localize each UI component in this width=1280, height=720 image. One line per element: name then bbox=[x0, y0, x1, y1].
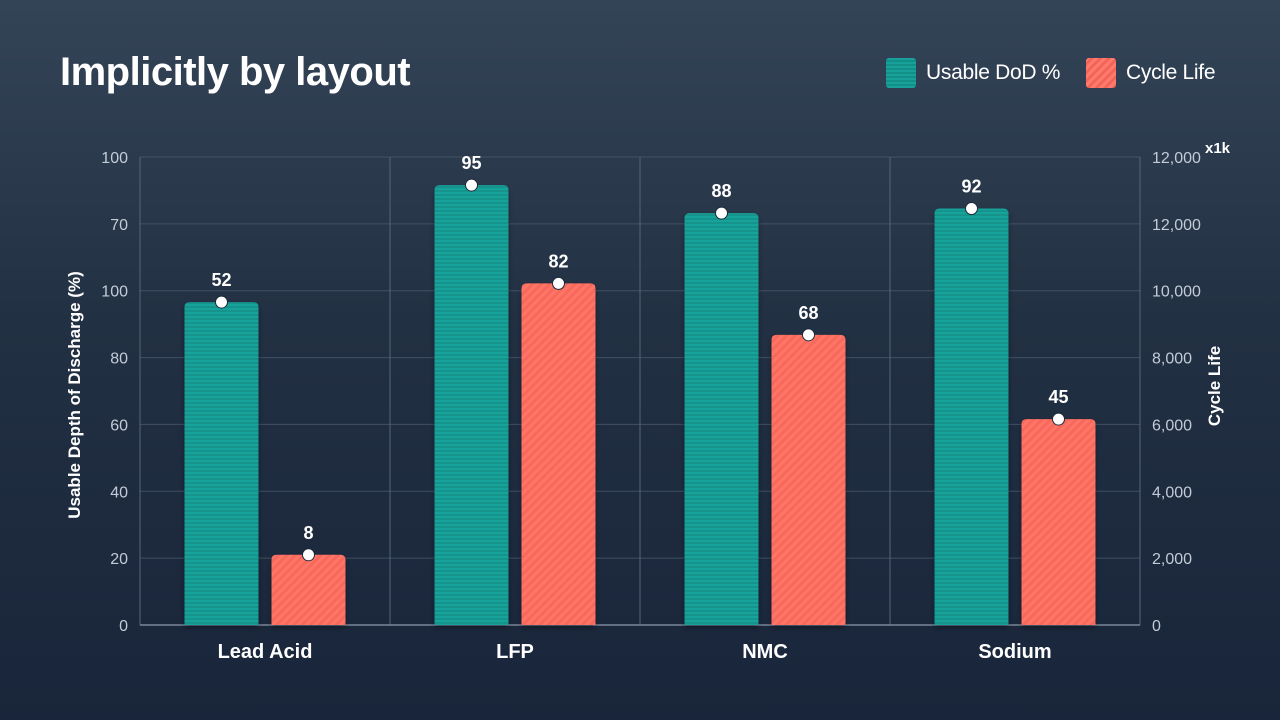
data-label-cycle-life-lfp: 82 bbox=[548, 251, 568, 271]
right-tick-label: 4,000 bbox=[1152, 484, 1192, 501]
category-label-lfp: LFP bbox=[496, 641, 534, 663]
data-label-usable-dod-lfp: 95 bbox=[461, 153, 481, 173]
category-label-lead-acid: Lead Acid bbox=[218, 641, 313, 663]
data-label-cycle-life-nmc: 68 bbox=[798, 303, 818, 323]
right-tick-label: 10,000 bbox=[1152, 284, 1201, 301]
data-label-cycle-life-sodium: 45 bbox=[1048, 387, 1068, 407]
bar-cycle-life-nmc bbox=[771, 334, 846, 625]
marker-cycle-life-nmc bbox=[802, 328, 815, 342]
left-tick-label: 100 bbox=[101, 150, 128, 167]
bar-cycle-life-lfp bbox=[521, 283, 596, 625]
marker-usable-dod-sodium bbox=[965, 201, 978, 215]
left-tick-label: 60 bbox=[110, 417, 128, 434]
left-tick-label: 0 bbox=[119, 618, 128, 635]
bar-usable-dod-lfp bbox=[434, 185, 509, 625]
data-label-usable-dod-nmc: 88 bbox=[711, 181, 731, 201]
right-tick-label: 12,000 bbox=[1152, 217, 1201, 234]
category-label-nmc: NMC bbox=[742, 641, 788, 663]
marker-usable-dod-nmc bbox=[715, 206, 728, 220]
legend-item-usable-dod: Usable DoD % bbox=[886, 58, 1060, 88]
right-tick-label: 8,000 bbox=[1152, 351, 1192, 368]
marker-cycle-life-sodium bbox=[1052, 412, 1065, 426]
marker-cycle-life-lead-acid bbox=[302, 548, 315, 562]
marker-usable-dod-lead-acid bbox=[215, 295, 228, 309]
right-tick-label: 2,000 bbox=[1152, 551, 1192, 568]
marker-usable-dod-lfp bbox=[465, 178, 478, 192]
chart-title: Implicitly by layout bbox=[60, 50, 411, 94]
right-tick-label: 6,000 bbox=[1152, 417, 1192, 434]
left-tick-label: 70 bbox=[110, 217, 128, 234]
left-tick-label: 20 bbox=[110, 551, 128, 568]
legend-label-cycle-life: Cycle Life bbox=[1126, 61, 1216, 84]
left-tick-label: 80 bbox=[110, 351, 128, 368]
category-label-sodium: Sodium bbox=[978, 641, 1051, 663]
right-axis-title: Cycle Life bbox=[1205, 346, 1224, 426]
legend-swatch-cycle-life bbox=[1086, 58, 1116, 88]
left-tick-label: 100 bbox=[101, 284, 128, 301]
data-label-usable-dod-lead-acid: 52 bbox=[211, 270, 231, 290]
data-label-cycle-life-lead-acid: 8 bbox=[303, 523, 313, 543]
left-tick-label: 40 bbox=[110, 484, 128, 501]
right-tick-label: 0 bbox=[1152, 618, 1161, 635]
legend-label-usable-dod: Usable DoD % bbox=[926, 61, 1061, 84]
bar-usable-dod-sodium bbox=[934, 208, 1009, 626]
bar-usable-dod-nmc bbox=[684, 213, 759, 625]
data-label-usable-dod-sodium: 92 bbox=[961, 176, 981, 196]
bar-cycle-life-sodium bbox=[1021, 419, 1096, 625]
bar-cycle-life-lead-acid bbox=[271, 554, 346, 625]
right-axis-unit-note: x1k bbox=[1205, 140, 1231, 157]
legend-swatch-usable-dod bbox=[886, 58, 916, 88]
marker-cycle-life-lfp bbox=[552, 276, 565, 290]
left-axis-title: Usable Depth of Discharge (%) bbox=[65, 271, 84, 519]
bar-usable-dod-lead-acid bbox=[184, 302, 259, 625]
right-tick-label: 12,000 bbox=[1152, 150, 1201, 167]
legend-item-cycle-life: Cycle Life bbox=[1086, 58, 1216, 88]
